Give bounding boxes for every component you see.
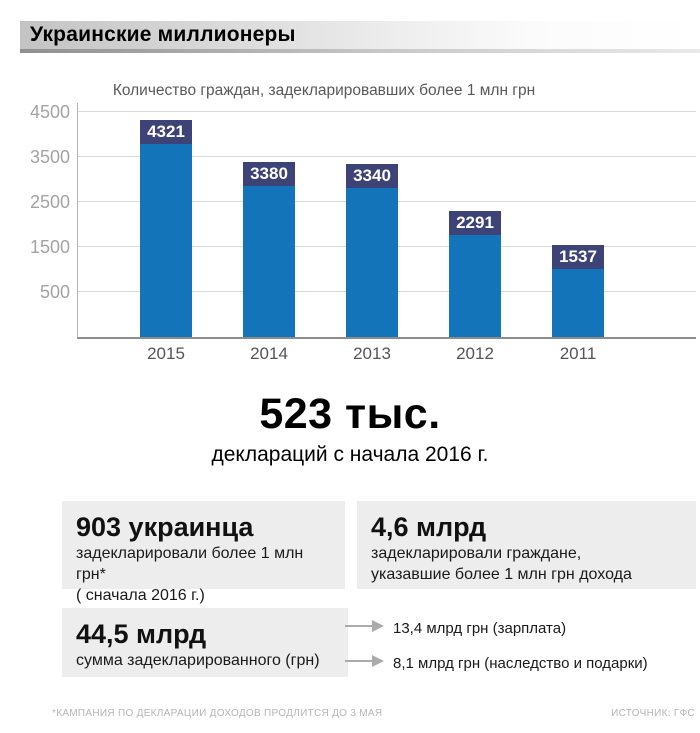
breakdown-label: 13,4 млрд грн (зарплата) — [393, 620, 567, 637]
x-tick-label: 2013 — [353, 344, 391, 363]
stat-line: ( сначала 2016 г.) — [76, 587, 205, 605]
stat-value: 44,5 млрд — [76, 619, 207, 649]
gridline — [78, 111, 696, 112]
y-tick-label: 4500 — [29, 102, 70, 122]
chart-plot-area: 4321 2015 3380 2014 3340 2013 2291 2012 1537 2011 — [77, 103, 696, 363]
chart-title: Количество граждан, задекларировавших бо… — [112, 82, 536, 99]
stat-box-903-ukraintsa: 903 украинца задекларировали более 1 млн… — [62, 501, 345, 604]
bar: 4321 — [140, 120, 192, 337]
x-tick-label: 2015 — [147, 344, 185, 363]
stat-line: сумма задекларированного (грн) — [76, 652, 320, 670]
title-underline — [20, 49, 700, 53]
y-tick-label: 2500 — [29, 192, 70, 212]
x-tick-label: 2012 — [456, 344, 494, 363]
bar-value-label: 1537 — [552, 245, 604, 269]
headline-value: 523 тыс. — [259, 390, 441, 438]
headline-caption: деклараций с начала 2016 г. — [211, 443, 489, 466]
y-axis-labels: 4500 3500 2500 1500 500 — [0, 102, 70, 337]
stat-line: задекларировали граждане, — [371, 545, 582, 563]
breakdown-label: 8,1 млрд грн (наследство и подарки) — [393, 655, 648, 672]
bar-value-label: 4321 — [140, 120, 192, 144]
bar: 3380 — [243, 162, 295, 337]
footnote: *КАМПАНИЯ ПО ДЕКЛАРАЦИИ ДОХОДОВ ПРОДЛИТС… — [52, 708, 383, 719]
bar: 3340 — [346, 164, 398, 337]
gridline — [78, 156, 696, 157]
stat-line: указавшие более 1 млн грн дохода — [371, 566, 632, 584]
stat-box-4-6-mlrd: 4,6 млрд задекларировали граждане, указа… — [357, 501, 696, 589]
x-tick-label: 2011 — [559, 344, 597, 363]
x-tick-label: 2014 — [250, 344, 288, 363]
y-tick-label: 500 — [39, 282, 70, 302]
bar: 2291 — [449, 211, 501, 337]
y-tick-label: 3500 — [29, 147, 70, 167]
arrow-right-icon — [345, 654, 385, 673]
stat-box-44-5-mlrd: 44,5 млрд сумма задекларированного (грн) — [62, 608, 348, 677]
bar-value-label: 3340 — [346, 164, 398, 188]
page-title: Украинские миллионеры — [20, 21, 700, 49]
breakdown-item-salary: 13,4 млрд грн (зарплата) — [345, 619, 566, 638]
stat-value: 903 украинца — [76, 512, 254, 542]
source-credit: ИСТОЧНИК: ГФС — [611, 708, 695, 719]
stat-line: задекларировали более 1 млн грн* — [76, 545, 304, 584]
bar: 1537 — [552, 245, 604, 337]
stat-value: 4,6 млрд — [371, 512, 487, 542]
bar-value-label: 2291 — [449, 211, 501, 235]
y-tick-label: 1500 — [29, 237, 70, 257]
arrow-right-icon — [345, 619, 385, 638]
bar-value-label: 3380 — [243, 162, 295, 186]
breakdown-item-inheritance: 8,1 млрд грн (наследство и подарки) — [345, 654, 648, 673]
